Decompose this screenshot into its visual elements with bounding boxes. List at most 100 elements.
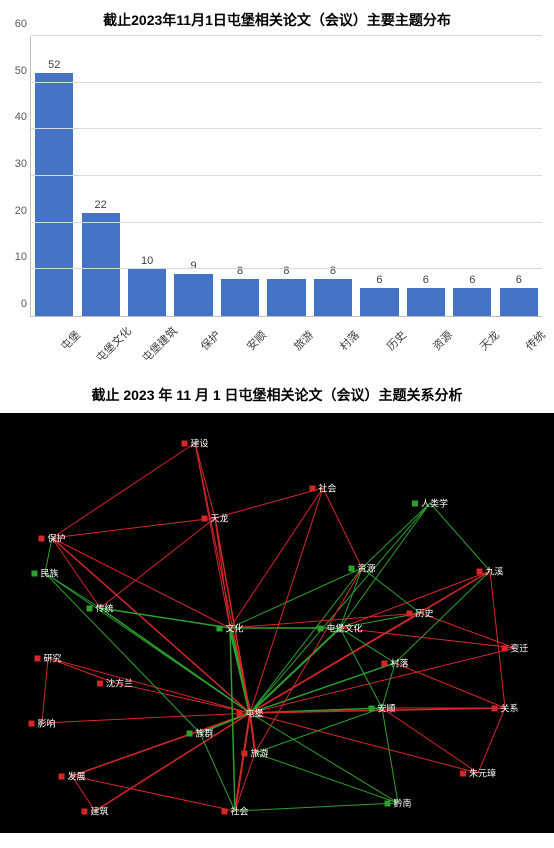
network-edge: [340, 628, 382, 708]
bar: [407, 288, 445, 316]
bar: [267, 279, 305, 316]
network-node: 关系: [491, 702, 518, 715]
network-node: 影响: [28, 717, 55, 730]
bar-chart: 截止2023年11月1日屯堡相关论文（会议）主要主题分布 52221098886…: [0, 0, 554, 377]
node-label: 天龙: [210, 512, 228, 525]
network-edge: [72, 713, 250, 776]
network-edge: [195, 443, 215, 518]
network-node: 黔南: [384, 797, 411, 810]
grid-line: [31, 222, 542, 223]
network-node: 发展: [58, 770, 85, 783]
network-node: 村落: [381, 657, 408, 670]
network-node: 民族: [31, 567, 58, 580]
bar-value-label: 6: [516, 274, 522, 286]
network-edge: [215, 488, 323, 518]
node-label: 屯堡文化: [326, 622, 362, 635]
bar-chart-title: 截止2023年11月1日屯堡相关论文（会议）主要主题分布: [0, 0, 554, 36]
network-node: 天龙: [201, 512, 228, 525]
bar-column: 6: [500, 274, 538, 316]
node-label: 变迁: [510, 642, 528, 655]
network-node: 文化: [216, 622, 243, 635]
network-edge: [95, 713, 250, 811]
y-tick: 0: [5, 298, 27, 310]
node-dot: [241, 750, 247, 756]
network-node: 传统: [86, 602, 113, 615]
network-edge: [235, 803, 398, 811]
network-edge: [382, 708, 478, 773]
node-label: 建设: [190, 437, 208, 450]
bar: [453, 288, 491, 316]
bar-value-label: 8: [330, 265, 336, 277]
node-dot: [86, 605, 92, 611]
bar-value-label: 8: [283, 265, 289, 277]
node-dot: [368, 705, 374, 711]
node-dot: [221, 808, 227, 814]
node-dot: [460, 770, 466, 776]
grid-line: [31, 268, 542, 269]
node-label: 传统: [95, 602, 113, 615]
y-tick: 40: [5, 111, 27, 123]
network-edge: [215, 518, 230, 628]
node-label: 资源: [357, 562, 375, 575]
network-edge: [45, 573, 200, 733]
node-label: 九溪: [485, 565, 503, 578]
bar: [174, 274, 212, 316]
node-dot: [31, 570, 37, 576]
y-tick: 50: [5, 65, 27, 77]
node-dot: [476, 568, 482, 574]
bar-column: 8: [267, 265, 305, 316]
node-label: 研究: [43, 652, 61, 665]
grid-line: [31, 35, 542, 36]
bar-column: 8: [314, 265, 352, 316]
network-node: 历史: [406, 607, 433, 620]
network-node: 屯堡: [236, 707, 263, 720]
network-edge: [235, 753, 255, 811]
node-dot: [309, 485, 315, 491]
node-label: 沈方兰: [106, 677, 133, 690]
node-dot: [491, 705, 497, 711]
bars-group: 52221098886666: [31, 36, 542, 316]
network-node: 建设: [181, 437, 208, 450]
bar-value-label: 6: [423, 274, 429, 286]
bar: [35, 73, 73, 316]
bar-value-label: 6: [376, 274, 382, 286]
x-labels: 屯堡屯堡文化屯堡建筑保护安顺旅游村落历史资源天龙传统: [30, 317, 542, 377]
node-label: 人类学: [421, 497, 448, 510]
grid-line: [31, 82, 542, 83]
bar-value-label: 9: [191, 260, 197, 272]
network-edge: [362, 503, 430, 568]
node-dot: [28, 720, 34, 726]
bar: [221, 279, 259, 316]
node-label: 影响: [37, 717, 55, 730]
node-label: 历史: [415, 607, 433, 620]
network-edge: [395, 663, 505, 708]
node-label: 屯堡: [245, 707, 263, 720]
network-node: 人类学: [412, 497, 448, 510]
network-edge: [478, 708, 505, 773]
y-tick: 30: [5, 158, 27, 170]
node-dot: [236, 710, 242, 716]
bar: [128, 269, 166, 316]
network-edge: [52, 538, 100, 608]
bar: [360, 288, 398, 316]
bar-column: 52: [35, 59, 73, 316]
node-dot: [406, 610, 412, 616]
node-label: 朱元璋: [469, 767, 496, 780]
node-label: 文化: [225, 622, 243, 635]
network-chart: 截止 2023 年 11 月 1 日屯堡相关论文（会议）主题关系分析 屯堡屯堡文…: [0, 377, 554, 833]
y-tick: 60: [5, 18, 27, 30]
node-label: 建筑: [90, 805, 108, 818]
bar-value-label: 52: [48, 59, 60, 71]
node-dot: [97, 680, 103, 686]
bar: [500, 288, 538, 316]
network-edge: [52, 443, 195, 538]
bar-value-label: 10: [141, 255, 153, 267]
network-node: 族群: [186, 727, 213, 740]
network-node: 旅游: [241, 747, 268, 760]
network-plot-area: 屯堡屯堡文化文化保护建筑建设旅游历史村落天龙传统民族研究沈方兰影响发展族群社会黔…: [0, 413, 554, 833]
bar-column: 6: [407, 274, 445, 316]
bar: [314, 279, 352, 316]
network-edge: [200, 733, 235, 811]
network-node: 社会: [309, 482, 336, 495]
node-label: 安顺: [377, 702, 395, 715]
